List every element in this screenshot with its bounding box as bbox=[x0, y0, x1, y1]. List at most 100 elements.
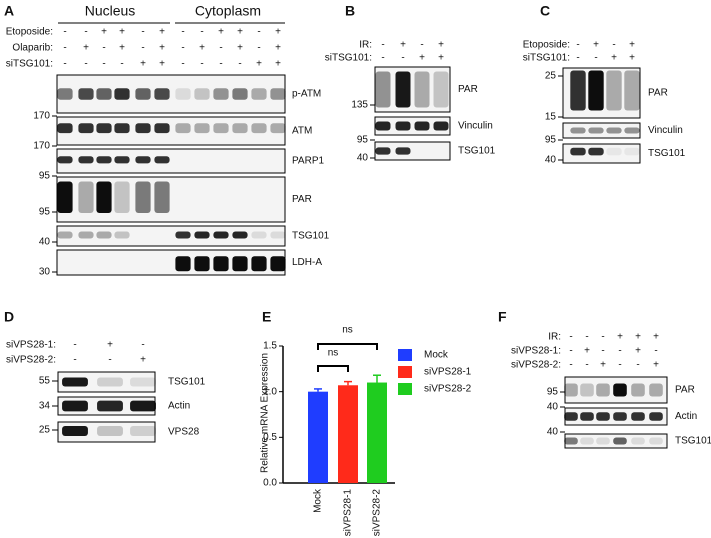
band bbox=[57, 181, 73, 213]
bar bbox=[338, 385, 358, 483]
treatment-sign: - bbox=[618, 360, 621, 371]
mw-marker: 40 bbox=[39, 237, 51, 248]
band bbox=[606, 70, 622, 111]
treatment-label: siVPS28-2: bbox=[511, 360, 561, 371]
band bbox=[395, 147, 411, 155]
legend-swatch bbox=[398, 349, 412, 361]
treatment-sign: + bbox=[119, 27, 125, 38]
y-tick-label: 0.5 bbox=[263, 432, 277, 443]
mw-marker: 25 bbox=[545, 71, 557, 82]
band bbox=[613, 383, 627, 397]
treatment-sign: - bbox=[73, 355, 76, 366]
treatment-sign: + bbox=[159, 43, 165, 54]
treatment-sign: + bbox=[635, 332, 641, 343]
treatment-sign: + bbox=[635, 346, 641, 357]
band bbox=[78, 88, 94, 100]
mw-marker: 34 bbox=[39, 401, 51, 412]
mw-marker: 170 bbox=[33, 141, 50, 152]
blot-label: PAR bbox=[292, 194, 312, 205]
band bbox=[596, 412, 610, 421]
band bbox=[433, 71, 449, 108]
band bbox=[564, 437, 578, 445]
band bbox=[97, 400, 123, 412]
treatment-sign: - bbox=[601, 346, 604, 357]
band bbox=[96, 231, 112, 239]
treatment-label: IR: bbox=[548, 332, 561, 343]
blot bbox=[56, 176, 286, 223]
treatment-sign: - bbox=[601, 332, 604, 343]
treatment-sign: + bbox=[107, 340, 113, 351]
treatment-sign: - bbox=[612, 40, 615, 51]
band bbox=[114, 156, 130, 164]
blot-label: VPS28 bbox=[168, 427, 200, 438]
treatment-sign: + bbox=[237, 27, 243, 38]
sig-bracket bbox=[317, 365, 349, 372]
band bbox=[78, 181, 94, 213]
band bbox=[580, 437, 594, 445]
treatment-sign: - bbox=[569, 332, 572, 343]
band bbox=[395, 121, 411, 131]
band bbox=[97, 377, 123, 387]
treatment-sign: + bbox=[275, 59, 281, 70]
band bbox=[114, 88, 130, 100]
band bbox=[433, 121, 449, 131]
band bbox=[570, 147, 586, 156]
blot bbox=[562, 122, 641, 139]
band bbox=[375, 71, 391, 108]
panel-label: D bbox=[4, 309, 14, 325]
treatment-sign: + bbox=[593, 40, 599, 51]
treatment-sign: - bbox=[420, 40, 423, 51]
treatment-sign: + bbox=[275, 43, 281, 54]
panel-label: F bbox=[498, 309, 507, 325]
treatment-sign: - bbox=[200, 27, 203, 38]
mw-marker: 95 bbox=[357, 135, 369, 146]
band bbox=[251, 88, 267, 100]
band bbox=[613, 412, 627, 421]
mw-marker: 25 bbox=[39, 425, 51, 436]
band bbox=[194, 88, 210, 100]
treatment-sign: - bbox=[636, 360, 639, 371]
sig-label: ns bbox=[328, 348, 339, 359]
band bbox=[135, 156, 151, 164]
band bbox=[96, 88, 112, 100]
band bbox=[251, 231, 267, 239]
sig-label: ns bbox=[342, 325, 353, 336]
band bbox=[130, 377, 156, 387]
treatment-sign: + bbox=[400, 40, 406, 51]
panel-label: A bbox=[4, 3, 14, 19]
y-tick-label: 0.0 bbox=[263, 478, 277, 489]
treatment-sign: - bbox=[181, 43, 184, 54]
blot bbox=[374, 66, 451, 113]
mw-marker: 95 bbox=[39, 207, 51, 218]
blot bbox=[56, 148, 286, 174]
treatment-label: siTSG101: bbox=[6, 59, 53, 70]
treatment-sign: + bbox=[140, 355, 146, 366]
blot-label: TSG101 bbox=[648, 148, 686, 159]
band bbox=[62, 400, 88, 412]
treatment-sign: - bbox=[181, 27, 184, 38]
band bbox=[624, 70, 640, 111]
band bbox=[194, 123, 210, 134]
mw-marker: 40 bbox=[545, 155, 557, 166]
treatment-sign: + bbox=[611, 53, 617, 64]
blot-label: Actin bbox=[675, 411, 697, 422]
treatment-sign: - bbox=[257, 43, 260, 54]
band bbox=[62, 377, 88, 387]
treatment-sign: - bbox=[73, 340, 76, 351]
treatment-sign: - bbox=[594, 53, 597, 64]
blot-label: PAR bbox=[675, 385, 695, 396]
treatment-sign: + bbox=[653, 332, 659, 343]
treatment-label: IR: bbox=[359, 40, 372, 51]
y-axis-title: Relative mRNA Expression bbox=[260, 353, 271, 473]
legend-label: siVPS28-2 bbox=[424, 384, 472, 395]
band bbox=[251, 256, 267, 272]
treatment-sign: - bbox=[141, 340, 144, 351]
treatment-sign: - bbox=[401, 53, 404, 64]
band bbox=[78, 123, 94, 134]
treatment-sign: - bbox=[219, 43, 222, 54]
treatment-sign: - bbox=[381, 40, 384, 51]
band bbox=[588, 127, 604, 134]
band bbox=[57, 123, 73, 134]
band bbox=[580, 412, 594, 421]
